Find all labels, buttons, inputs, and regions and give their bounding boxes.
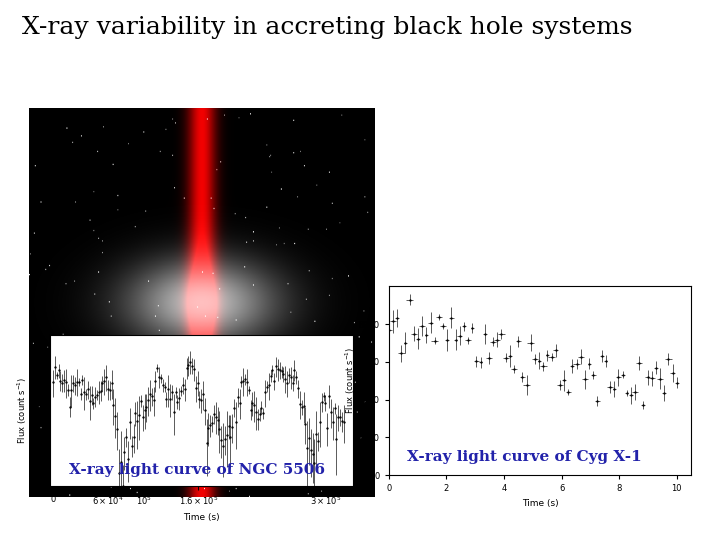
Text: X-ray variability in accreting black hole systems: X-ray variability in accreting black hol…	[22, 16, 632, 39]
Y-axis label: Flux (count s$^{-1}$): Flux (count s$^{-1}$)	[344, 347, 357, 415]
X-axis label: Time (s): Time (s)	[522, 499, 558, 508]
X-axis label: Time (s): Time (s)	[184, 513, 220, 522]
Text: X-ray light curve of NGC 5506: X-ray light curve of NGC 5506	[68, 463, 325, 477]
Y-axis label: Flux (count s$^{-1}$): Flux (count s$^{-1}$)	[16, 376, 30, 444]
Text: X-ray light curve of Cyg X-1: X-ray light curve of Cyg X-1	[407, 450, 642, 464]
